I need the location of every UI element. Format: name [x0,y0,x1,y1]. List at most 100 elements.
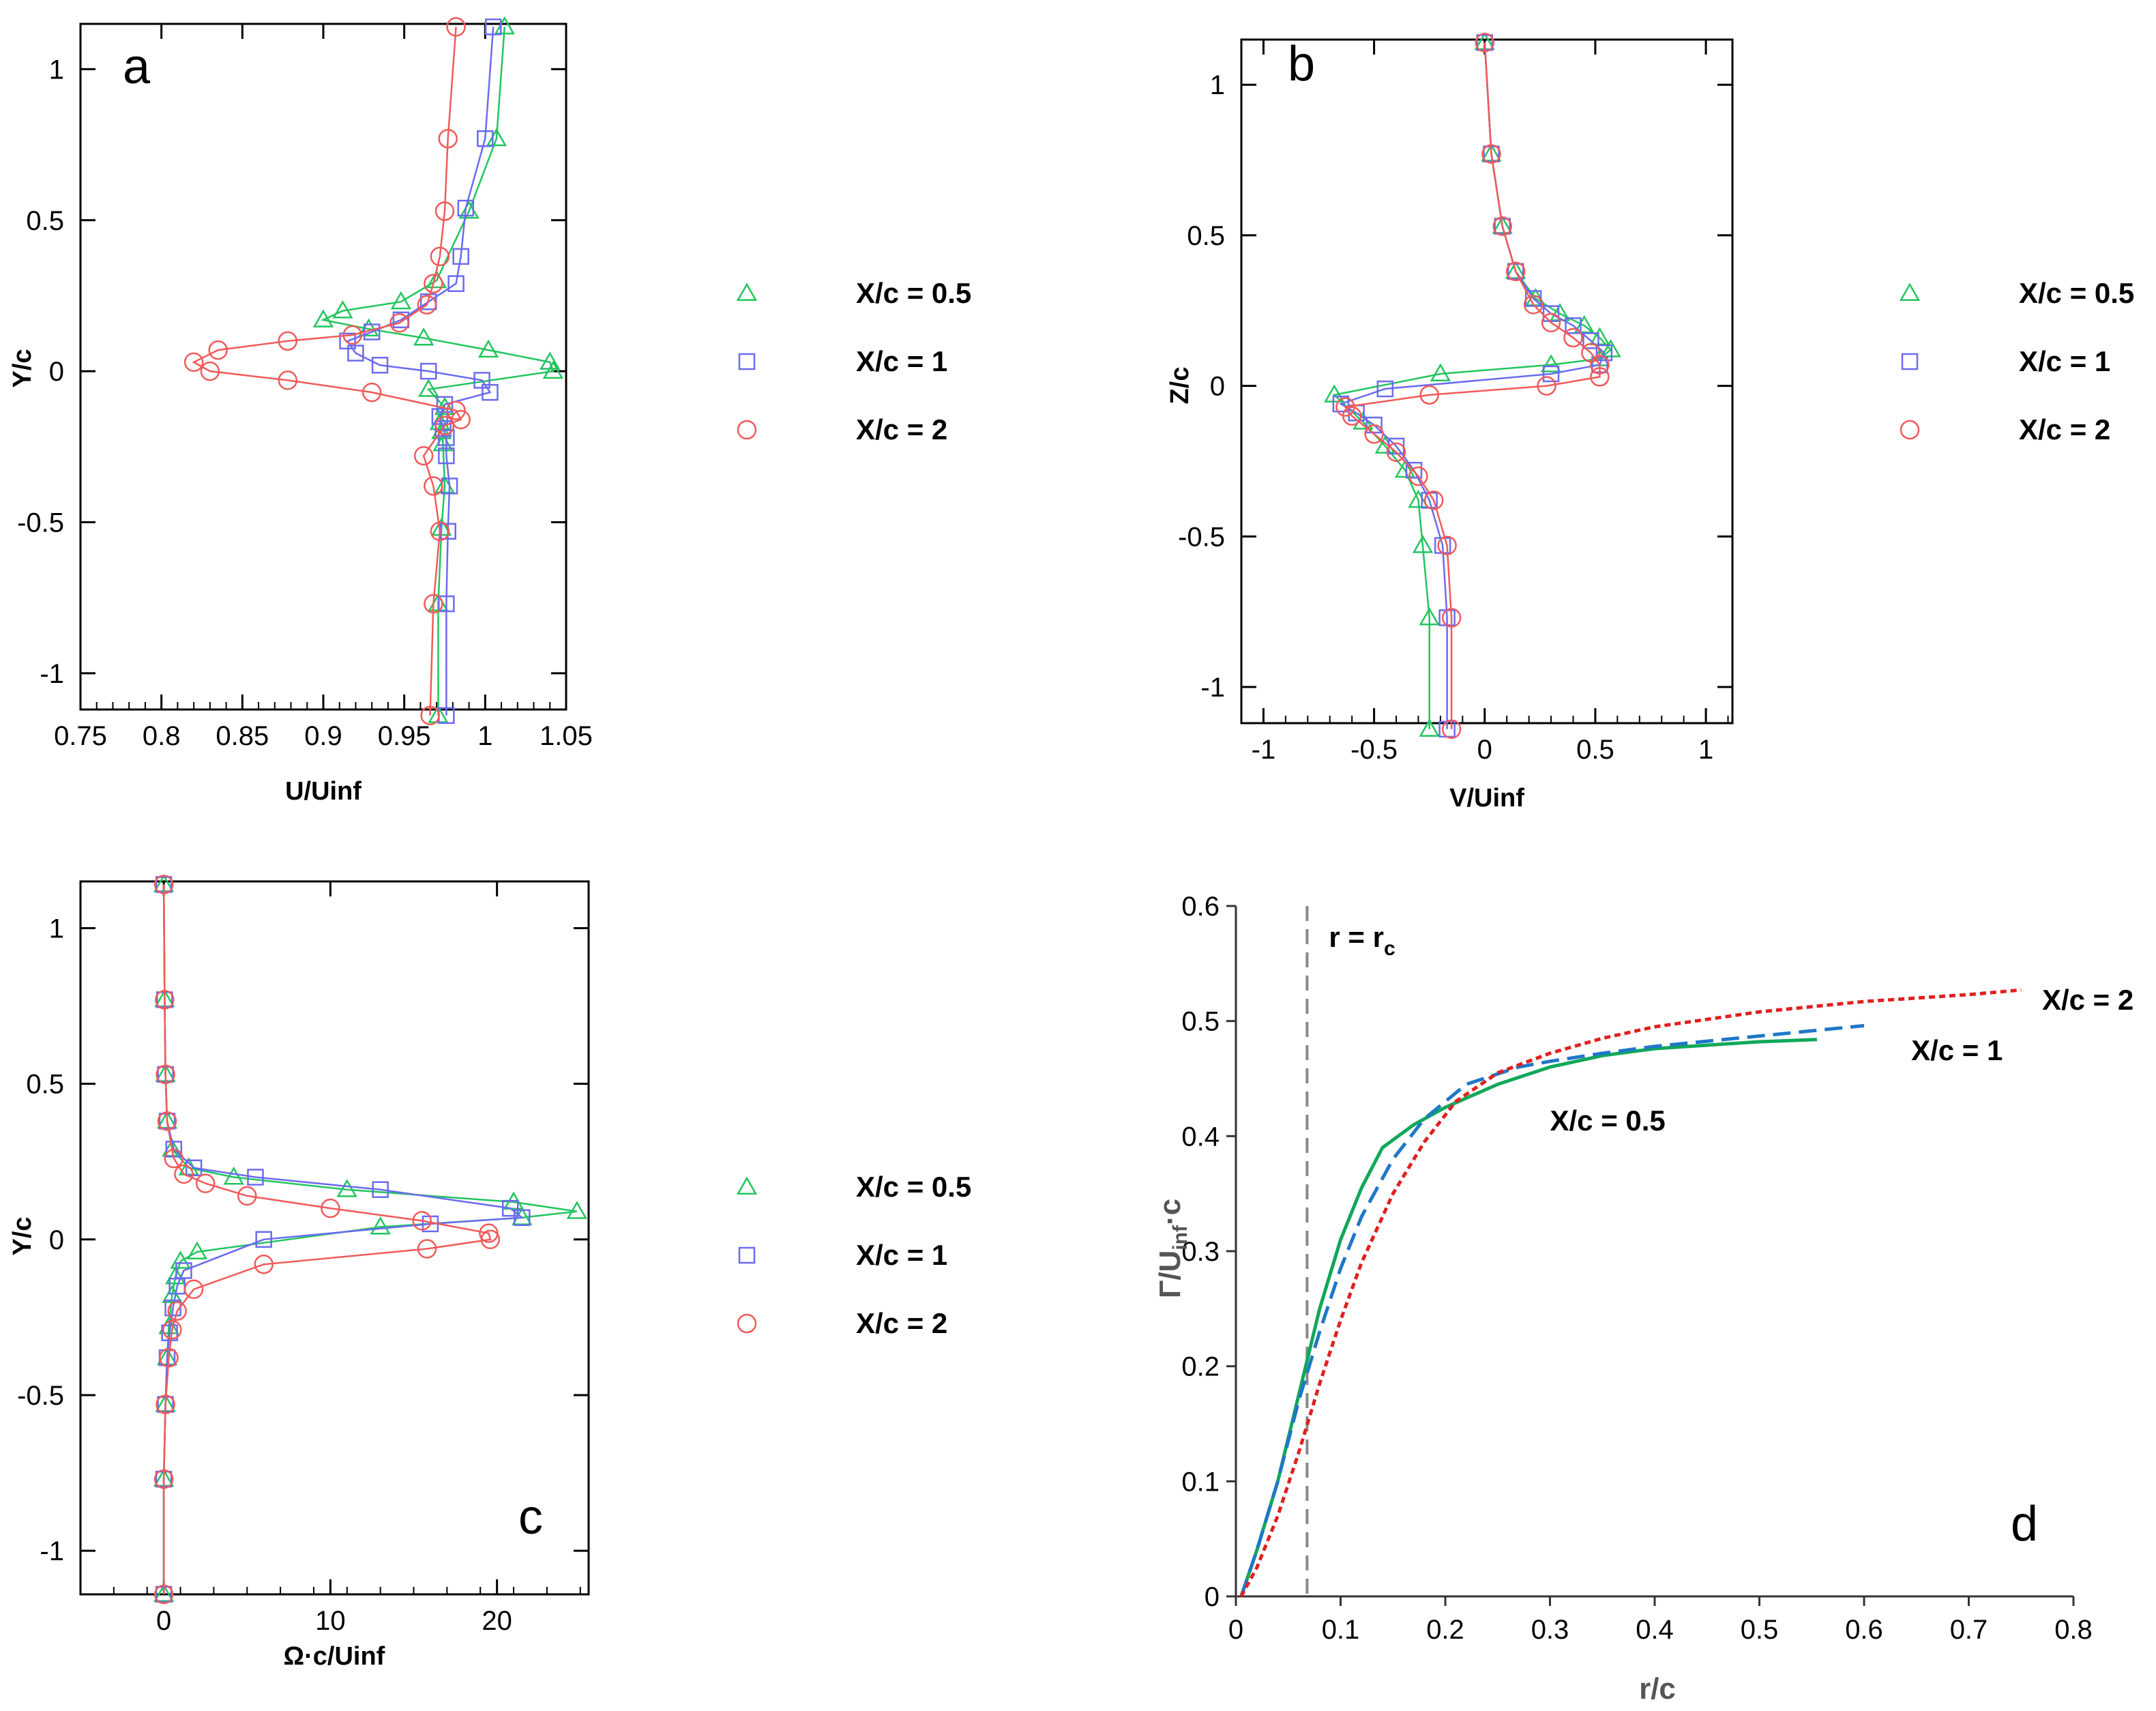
data-point [153,875,174,894]
data-point [174,1164,194,1184]
panel-a: 0.75 0.8 0.85 0.9 0.95 1 1.05 -1 -0.5 0 0.5 1 U/Uin… [8,16,971,806]
data-point [389,313,409,333]
x-tick-label: 10 [315,1606,346,1636]
data-point [1365,416,1383,434]
data-point [1408,466,1428,486]
y-tick-label: 1 [49,55,64,85]
x-tick-label: 0.7 [1950,1615,1988,1645]
data-point [1595,344,1613,362]
data-point [1405,461,1423,479]
data-point [473,372,490,389]
data-point [161,1324,178,1341]
y-tick-label: 0.1 [1181,1467,1220,1497]
y-tick-label: 0.3 [1181,1237,1220,1267]
data-point [1540,354,1562,372]
y-tick-label: -1 [40,1536,64,1566]
data-point [223,1166,244,1185]
data-point [1335,397,1355,417]
x-tick-label: 0.1 [1322,1615,1360,1645]
data-point [390,291,412,310]
data-point [1412,535,1434,553]
x-axis-label: U/Uinf [285,777,361,806]
series-3 [1239,988,2022,1598]
data-point [153,1584,174,1605]
data-point [1441,608,1462,628]
data-point [1386,442,1406,462]
data-point [342,325,362,345]
series-line [1239,988,2022,1598]
data-point [165,1266,186,1285]
data-point [417,1239,437,1259]
y-tick-label: 1 [1210,70,1225,100]
data-point [1505,261,1526,282]
data-point [484,18,502,35]
series-3 [153,875,501,1605]
x-tick-label: 0.8 [143,721,181,751]
legend-marker [738,1246,756,1264]
data-point [1419,385,1439,405]
y-axis-label-tail: ·c [1153,1199,1187,1225]
data-point [1394,459,1416,478]
axis-ticks: 0 0.1 0.2 0.3 0.4 0.5 0.6 0.7 0.8 0 0.1 0.2 0.3 0.4 0.… [1181,892,2092,1645]
x-tick-label: 0.5 [1576,735,1614,765]
data-point [361,382,382,403]
data-point [431,517,452,536]
y-tick-label: 0.4 [1181,1122,1220,1152]
data-point [1589,327,1610,345]
x-tick-label: 0.95 [378,721,431,751]
series-layer [1324,31,1621,740]
x-tick-label: -0.5 [1350,735,1398,765]
data-point [1582,332,1599,349]
series-line [1239,1023,1865,1597]
legend: X/c = 0.5 X/c = 1 X/c = 2 [736,277,971,445]
data-point [1419,718,1440,737]
data-point [1481,144,1501,164]
data-point [1494,218,1511,235]
data-point [477,130,494,147]
x-axis-label: Ω·c/Uinf [284,1642,385,1671]
legend: X/c = 0.5 X/c = 1 X/c = 2 [1899,277,2134,445]
data-point [412,1211,432,1231]
y-tick-label: 0 [1210,372,1225,402]
data-point [1523,295,1544,315]
curve-label: X/c = 2 [2042,984,2133,1016]
data-point [438,447,455,465]
data-point [1542,365,1560,383]
data-point [1590,367,1610,387]
y-tick-label: 0.2 [1181,1352,1220,1382]
data-point [542,360,564,379]
series-line [1338,42,1606,729]
data-point [479,1223,499,1243]
data-point [1332,395,1350,413]
data-point [208,340,228,360]
data-point [153,1469,174,1489]
data-point [164,1148,184,1169]
legend-label: X/c = 0.5 [856,1171,971,1203]
data-point [452,248,469,265]
y-tick-label: 1 [49,913,64,944]
series-2 [1239,1023,1865,1597]
data-point [413,445,434,466]
legend-marker [736,282,758,301]
data-point [1492,216,1512,236]
axis-ticks: 0.75 0.8 0.85 0.9 0.95 1 1.05 -1 -0.5 0 0.5 1 [17,24,593,751]
x-tick-label: 1 [1698,735,1713,765]
panel-d: 0 0.1 0.2 0.3 0.4 0.5 0.6 0.7 0.8 0 0.1 0.2 0.3 0.4 0.… [1153,892,2133,1706]
legend-marker [736,1176,758,1195]
data-point [1475,33,1495,53]
y-tick-label: 0.5 [26,1070,64,1100]
x-axis-label: V/Uinf [1449,784,1524,813]
data-point [200,361,220,381]
legend-marker [1899,282,1921,301]
y-axis-label: Z/c [1166,367,1194,405]
data-point [413,327,434,346]
data-point [436,396,454,413]
legend: X/c = 0.5 X/c = 1 X/c = 2 [736,1171,971,1339]
data-point [1430,363,1451,381]
legend-label: X/c = 2 [856,1307,947,1339]
data-point [278,331,298,351]
curve-label: X/c = 1 [1911,1034,2003,1066]
y-axis-label-main: Γ/U [1153,1251,1187,1298]
x-tick-label: 0.2 [1426,1615,1464,1645]
data-point [186,1241,208,1260]
